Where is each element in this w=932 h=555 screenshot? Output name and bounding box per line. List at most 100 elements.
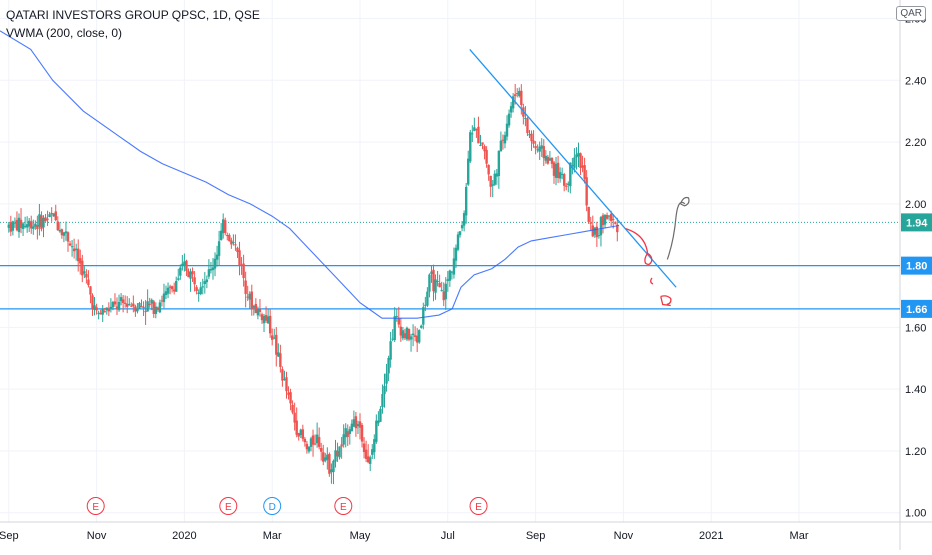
candle-body bbox=[464, 186, 468, 216]
candle-body bbox=[542, 146, 545, 159]
candle-body bbox=[440, 289, 443, 291]
candle-body bbox=[536, 149, 539, 151]
y-tick-label: 1.40 bbox=[905, 384, 926, 396]
drawing-red-curve[interactable] bbox=[625, 227, 649, 254]
candle-body bbox=[58, 230, 62, 232]
y-tick-label: 2.20 bbox=[905, 137, 926, 149]
candle-body bbox=[428, 274, 431, 292]
candle-body bbox=[407, 328, 411, 340]
candle-body bbox=[295, 420, 298, 435]
candle-body bbox=[56, 221, 59, 231]
candle-body bbox=[573, 157, 576, 168]
candle-body bbox=[322, 452, 325, 462]
candle-body bbox=[170, 286, 174, 290]
candle-body bbox=[181, 263, 184, 267]
candle-body bbox=[371, 449, 374, 455]
candle-body bbox=[426, 291, 429, 306]
x-tick-label: May bbox=[350, 530, 371, 542]
drawing-gray-head[interactable] bbox=[679, 196, 690, 207]
candle-body bbox=[183, 261, 186, 266]
candle-body bbox=[366, 456, 370, 463]
event-marker-circle[interactable] bbox=[219, 497, 238, 515]
candle-body bbox=[136, 308, 139, 312]
candle-body bbox=[326, 454, 329, 460]
candle-body bbox=[530, 133, 533, 142]
candle-body bbox=[503, 135, 507, 144]
candle-body bbox=[203, 281, 207, 285]
candle-body bbox=[313, 443, 317, 445]
candle-body bbox=[144, 311, 147, 313]
candle-body bbox=[64, 231, 68, 234]
trendline[interactable] bbox=[469, 48, 677, 288]
candle-body bbox=[126, 303, 129, 307]
candle-body bbox=[201, 286, 204, 288]
candle-body bbox=[236, 247, 239, 253]
candle-body bbox=[332, 460, 335, 472]
drawing-red-loop[interactable] bbox=[644, 252, 653, 266]
drawing-red-tick[interactable] bbox=[650, 277, 654, 285]
candle-body bbox=[599, 217, 603, 236]
candle-body bbox=[187, 270, 190, 278]
candle-body bbox=[70, 246, 74, 248]
indicator-label[interactable]: VWMA (200, close, 0) bbox=[6, 26, 123, 40]
candle-body bbox=[552, 162, 556, 176]
candle-body bbox=[597, 235, 601, 237]
candle-body bbox=[532, 140, 535, 144]
candle-body bbox=[487, 164, 490, 175]
event-marker-circle[interactable] bbox=[469, 497, 488, 515]
candle-body bbox=[315, 434, 319, 444]
candle-body bbox=[338, 446, 341, 458]
chart-legend: QATARI INVESTORS GROUP QPSC, 1D, QSE VWM… bbox=[6, 6, 260, 42]
event-marker-circle[interactable] bbox=[263, 497, 282, 515]
candle-body bbox=[350, 423, 354, 432]
event-marker-circle[interactable] bbox=[86, 497, 105, 515]
vwma-line[interactable] bbox=[0, 30, 620, 319]
candle-body bbox=[38, 214, 41, 227]
x-tick-label: Mar bbox=[263, 530, 282, 542]
candle-body bbox=[479, 144, 482, 146]
candle-body bbox=[495, 173, 499, 177]
drawing-red-arrow[interactable] bbox=[660, 295, 672, 307]
candle-body bbox=[89, 286, 92, 295]
candle-body bbox=[513, 94, 517, 97]
candle-body bbox=[150, 299, 153, 304]
candle-body bbox=[25, 224, 29, 228]
candle-body bbox=[516, 93, 519, 95]
candle-body bbox=[593, 227, 597, 235]
candle-body bbox=[603, 214, 607, 225]
x-tick-label: Sep bbox=[526, 530, 546, 542]
candle-body bbox=[252, 305, 256, 308]
candle-body bbox=[364, 449, 368, 459]
candle-body bbox=[452, 258, 456, 275]
drawing-gray-path[interactable] bbox=[666, 201, 686, 260]
candle-body bbox=[93, 305, 96, 310]
event-marker-circle[interactable] bbox=[334, 497, 353, 515]
price-badge-label: 1.80 bbox=[906, 261, 927, 273]
candle-body bbox=[344, 428, 347, 438]
candle-body bbox=[268, 315, 272, 334]
candle-body bbox=[546, 156, 550, 164]
candle-body bbox=[283, 379, 286, 381]
candle-body bbox=[17, 217, 21, 233]
candle-body bbox=[583, 165, 586, 179]
candle-body bbox=[369, 457, 372, 464]
symbol-title[interactable]: QATARI INVESTORS GROUP QPSC, 1D, QSE bbox=[6, 8, 260, 22]
candle-body bbox=[224, 220, 227, 233]
candle-body bbox=[79, 258, 82, 264]
candle-body bbox=[309, 438, 313, 447]
event-marker-label: D bbox=[269, 502, 276, 513]
candle-body bbox=[567, 183, 570, 186]
y-tick-label: 1.00 bbox=[905, 508, 926, 520]
candle-body bbox=[377, 420, 380, 424]
event-marker-label: E bbox=[475, 502, 482, 513]
currency-badge[interactable]: QAR bbox=[896, 6, 926, 21]
candle-body bbox=[462, 213, 466, 226]
candle-body bbox=[13, 222, 17, 224]
candle-body bbox=[177, 278, 180, 280]
candle-body bbox=[389, 341, 392, 360]
candle-body bbox=[277, 352, 280, 357]
candle-body bbox=[473, 127, 476, 131]
candle-body bbox=[97, 312, 100, 314]
